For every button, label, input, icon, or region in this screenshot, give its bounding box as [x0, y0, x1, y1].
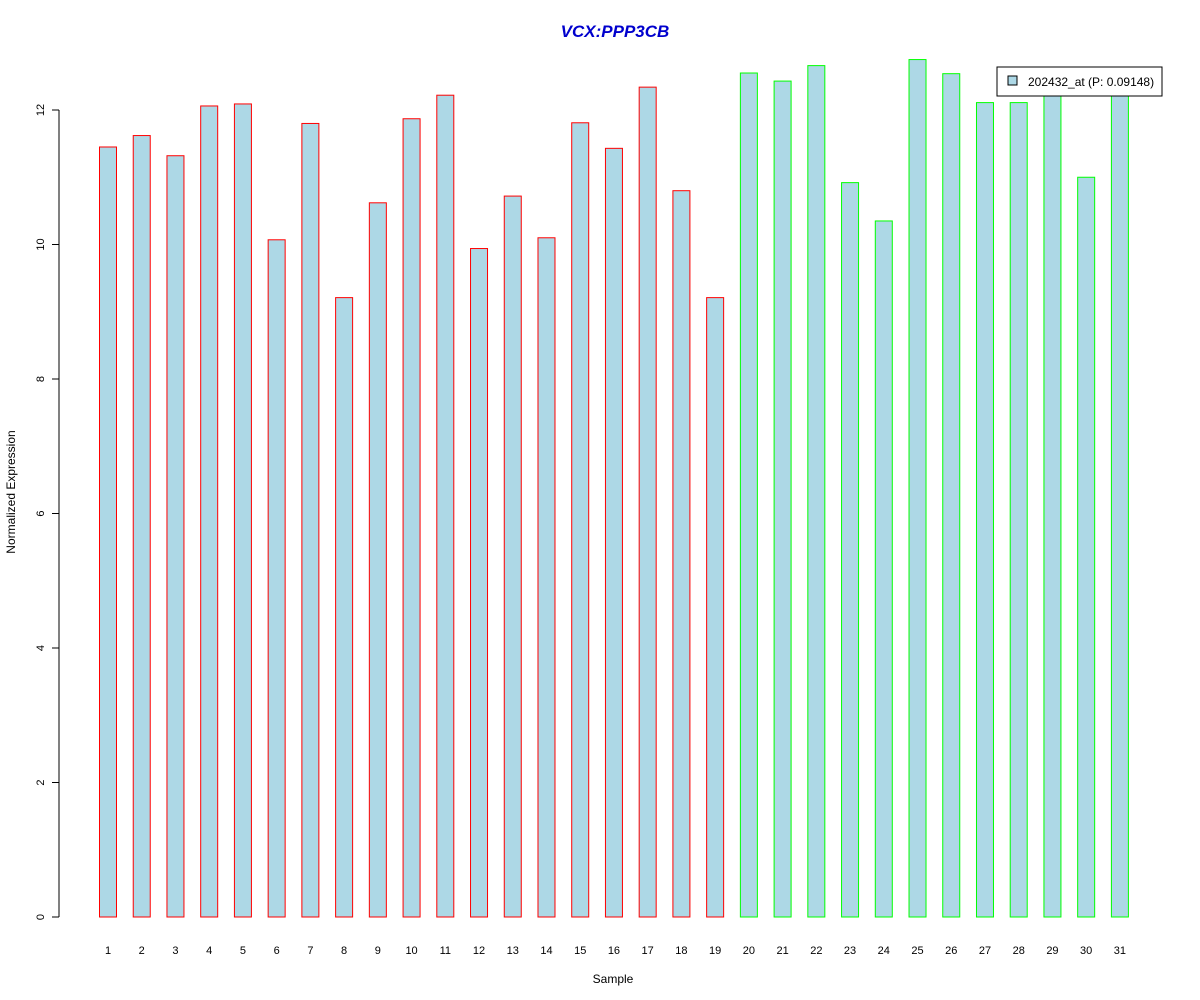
- bars-group: [99, 59, 1129, 918]
- legend-label: 202432_at (P: 0.09148): [1028, 75, 1154, 89]
- x-tick-label: 22: [810, 945, 822, 957]
- x-tick-label: 21: [776, 945, 788, 957]
- bar-sample-11: [436, 94, 455, 918]
- bar-sample-24: [874, 220, 893, 918]
- bar-sample-21: [773, 80, 792, 918]
- x-tick-label: 17: [642, 945, 654, 957]
- x-tick-label: 7: [307, 945, 313, 957]
- x-tick-label: 13: [507, 945, 519, 957]
- y-axis: 0 2 4 6 8 10 12: [35, 104, 60, 920]
- x-tick-label: 11: [440, 945, 451, 957]
- x-tick-label: 28: [1013, 945, 1025, 957]
- bar-sample-25: [908, 59, 927, 918]
- bar-sample-12: [470, 248, 489, 918]
- bar-sample-13: [503, 195, 522, 918]
- x-tick-label: 4: [206, 945, 212, 957]
- x-tick-label: 20: [743, 945, 755, 957]
- x-tick-label: 9: [375, 945, 381, 957]
- y-axis-label: Normalized Expression: [4, 430, 18, 553]
- x-tick-label: 2: [139, 945, 145, 957]
- bar-sample-1: [99, 146, 117, 918]
- bar-sample-8: [335, 297, 354, 918]
- bar-sample-28: [1009, 102, 1028, 918]
- bar-sample-16: [604, 147, 623, 918]
- y-tick-label: 0: [35, 914, 47, 920]
- x-tick-label: 19: [709, 945, 721, 957]
- bar-sample-20: [739, 72, 758, 918]
- x-tick-label: 18: [675, 945, 687, 957]
- x-tick-label: 29: [1046, 945, 1058, 957]
- x-tick-label: 15: [574, 945, 586, 957]
- x-tick-label: 1: [105, 945, 111, 957]
- legend-box: [996, 66, 1163, 97]
- y-tick-label: 10: [35, 238, 47, 250]
- x-axis-label: Sample: [593, 972, 634, 986]
- y-tick-label: 6: [35, 510, 47, 516]
- y-tick-label: 2: [35, 779, 47, 785]
- x-tick-label: 10: [405, 945, 417, 957]
- x-tick-label: 31: [1114, 945, 1126, 957]
- bar-sample-27: [975, 102, 994, 918]
- bar-sample-15: [571, 122, 590, 918]
- bar-sample-29: [1043, 90, 1062, 918]
- legend-swatch: [1007, 75, 1018, 86]
- bar-sample-9: [368, 202, 387, 918]
- x-tick-label: 14: [540, 945, 552, 957]
- y-tick-label: 8: [35, 376, 47, 382]
- y-tick-label: 12: [35, 104, 47, 116]
- bar-sample-30: [1077, 176, 1096, 918]
- bar-sample-5: [233, 103, 252, 918]
- chart-title: VCX:PPP3CB: [561, 22, 670, 41]
- x-tick-label: 30: [1080, 945, 1092, 957]
- y-tick-label: 4: [35, 645, 47, 651]
- x-tick-labels: 1 2 3 4 5 6 7 8 9 10 11 12 13 14 15 16 17 18 19 20 21 22 23 24 2…: [105, 945, 1126, 957]
- bar-sample-17: [638, 86, 657, 918]
- x-tick-label: 5: [240, 945, 246, 957]
- x-tick-label: 8: [341, 945, 347, 957]
- bar-sample-22: [807, 65, 826, 918]
- bar-sample-14: [537, 237, 556, 918]
- x-tick-label: 12: [473, 945, 485, 957]
- bar-sample-6: [267, 239, 286, 918]
- x-tick-label: 23: [844, 945, 856, 957]
- x-tick-label: 24: [878, 945, 890, 957]
- bar-sample-2: [132, 135, 151, 918]
- bar-sample-18: [672, 190, 691, 918]
- bar-sample-26: [942, 73, 961, 918]
- bar-sample-19: [706, 297, 725, 918]
- x-tick-label: 6: [274, 945, 280, 957]
- legend: 202432_at (P: 0.09148): [996, 66, 1163, 97]
- x-tick-label: 3: [172, 945, 178, 957]
- bar-sample-23: [841, 182, 860, 918]
- x-tick-label: 16: [608, 945, 620, 957]
- bar-sample-4: [200, 105, 219, 918]
- bar-sample-3: [166, 155, 185, 918]
- bar-sample-7: [301, 122, 320, 918]
- x-tick-label: 26: [945, 945, 957, 957]
- x-tick-label: 25: [911, 945, 923, 957]
- x-tick-label: 27: [979, 945, 991, 957]
- bar-sample-31: [1110, 90, 1129, 918]
- bar-sample-10: [402, 118, 421, 918]
